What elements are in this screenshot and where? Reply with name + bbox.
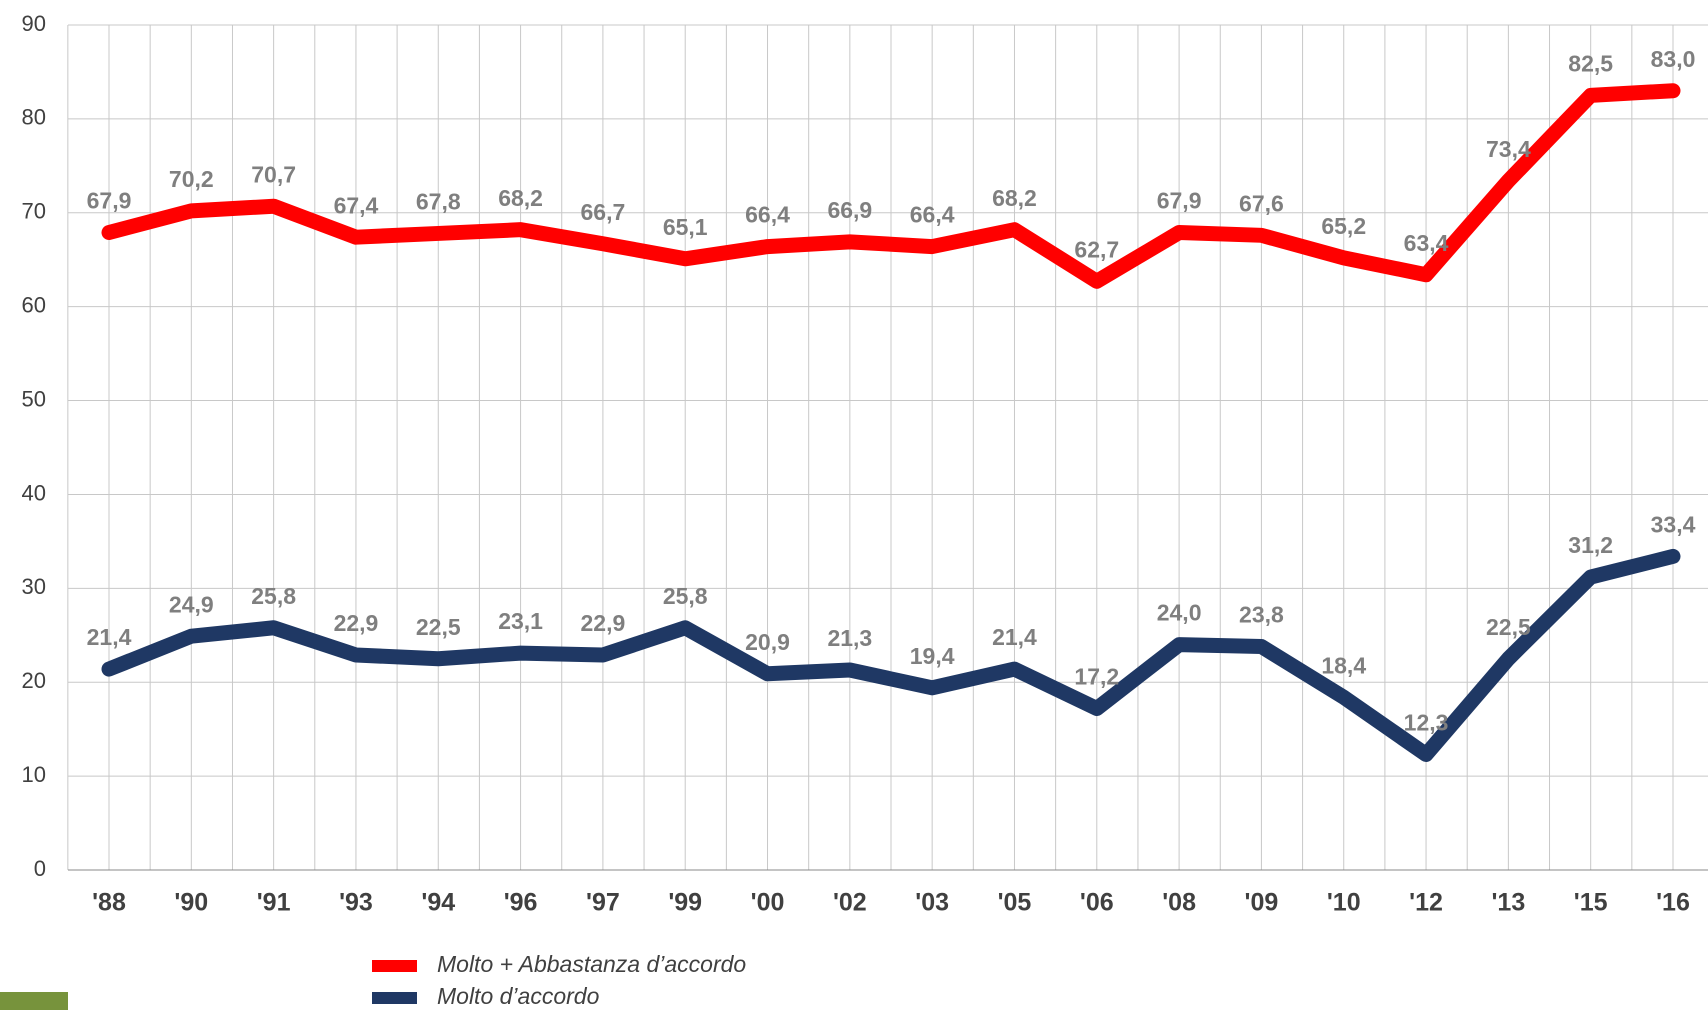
data-label: 12,3 [1404,710,1449,736]
x-tick-label: '91 [257,889,291,917]
y-tick-label: 70 [22,199,46,224]
x-tick-label: '00 [751,889,785,917]
data-label: 23,1 [498,608,543,634]
data-label: 67,8 [416,189,461,215]
y-tick-label: 90 [22,11,46,36]
x-tick-label: '93 [339,889,373,917]
x-tick-label: '94 [421,889,455,917]
data-label: 23,8 [1239,602,1284,628]
data-label: 17,2 [1074,664,1119,690]
data-label: 68,2 [992,185,1037,211]
x-tick-label: '15 [1574,889,1608,917]
x-tick-label: '02 [833,889,867,917]
data-label: 63,4 [1404,230,1449,256]
data-label: 22,5 [416,614,461,640]
data-label: 68,2 [498,185,543,211]
data-label: 67,9 [87,188,132,214]
data-label: 66,7 [581,199,626,225]
data-label: 22,9 [581,610,626,636]
y-tick-label: 80 [22,105,46,130]
data-label: 66,9 [827,197,872,223]
y-tick-label: 0 [34,856,46,881]
x-tick-label: '88 [92,889,126,917]
y-tick-label: 40 [22,480,46,505]
line [101,83,1681,289]
data-label: 21,4 [87,624,132,650]
data-label: 67,6 [1239,190,1284,216]
x-tick-label: '10 [1327,889,1361,917]
y-tick-label: 50 [22,386,46,411]
x-tick-label: '03 [915,889,949,917]
data-label: 33,4 [1651,511,1696,537]
data-label: 25,8 [251,583,296,609]
data-label: 70,7 [251,161,296,187]
x-tick-label: '97 [586,889,620,917]
data-label: 25,8 [663,583,708,609]
x-tick-label: '08 [1162,889,1196,917]
x-tick-label: '05 [998,889,1032,917]
data-label: 19,4 [910,643,955,669]
data-label: 83,0 [1651,46,1696,72]
data-label: 82,5 [1568,50,1613,76]
data-label: 18,4 [1321,652,1366,678]
legend-swatch [372,960,417,972]
x-tick-label: '16 [1656,889,1690,917]
line [101,548,1681,763]
x-tick-label: '09 [1245,889,1279,917]
data-label: 22,9 [334,610,379,636]
legend-swatch [372,992,417,1004]
x-tick-label: '96 [504,889,538,917]
data-label: 66,4 [745,202,790,228]
x-tick-label: '99 [668,889,702,917]
corner-block [0,992,68,1010]
data-label: 22,5 [1486,614,1531,640]
data-label: 21,4 [992,624,1037,650]
data-label: 21,3 [827,625,872,651]
data-label: 66,4 [910,202,955,228]
data-label: 65,1 [663,214,708,240]
data-label: 67,4 [334,192,379,218]
data-label: 20,9 [745,629,790,655]
data-label: 62,7 [1074,236,1119,262]
data-label: 65,2 [1321,213,1366,239]
x-tick-label: '90 [174,889,208,917]
data-label: 70,2 [169,166,214,192]
x-tick-label: '06 [1080,889,1114,917]
data-label: 73,4 [1486,136,1531,162]
y-tick-label: 30 [22,574,46,599]
y-tick-label: 60 [22,292,46,317]
y-tick-label: 10 [22,762,46,787]
data-label: 67,9 [1157,188,1202,214]
legend-label: Molto + Abbastanza d’accordo [437,951,746,977]
y-tick-label: 20 [22,668,46,693]
x-tick-label: '13 [1491,889,1525,917]
x-tick-label: '12 [1409,889,1443,917]
legend-label: Molto d’accordo [437,983,600,1009]
data-label: 24,0 [1157,600,1202,626]
data-label: 24,9 [169,591,214,617]
data-label: 31,2 [1568,532,1613,558]
